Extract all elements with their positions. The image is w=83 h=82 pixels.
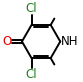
Text: O: O <box>3 35 12 48</box>
Text: NH: NH <box>61 35 79 48</box>
Text: Cl: Cl <box>26 68 37 81</box>
Text: Cl: Cl <box>26 2 37 15</box>
